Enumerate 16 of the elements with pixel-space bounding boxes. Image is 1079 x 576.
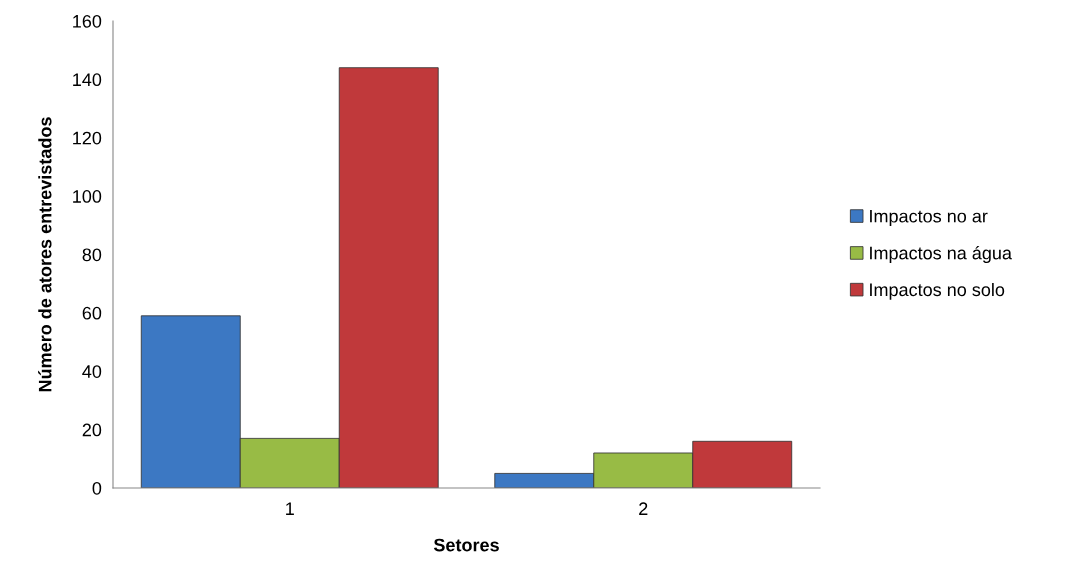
y-tick-label: 20 [82, 423, 102, 437]
y-tick-label: 120 [73, 131, 102, 145]
y-tick-label: 0 [92, 481, 102, 495]
y-tick-label: 140 [73, 73, 102, 87]
y-tick-label: 80 [82, 248, 102, 262]
y-tick-label: 100 [73, 190, 102, 203]
legend-label: Impactos no solo [870, 282, 1005, 300]
x-tick-label: 2 [639, 502, 648, 515]
legend-label: Impactos no ar [870, 209, 988, 227]
y-tick-label: 60 [82, 306, 102, 320]
x-tick-label: 1 [286, 502, 294, 515]
y-tick-label: 160 [73, 14, 102, 28]
legend-label: Impactos na água [870, 245, 1012, 264]
x-axis-title: Setores [433, 538, 499, 552]
y-axis-title: Número de atores entrevistados [38, 117, 52, 392]
y-tick-label: 40 [82, 365, 102, 378]
